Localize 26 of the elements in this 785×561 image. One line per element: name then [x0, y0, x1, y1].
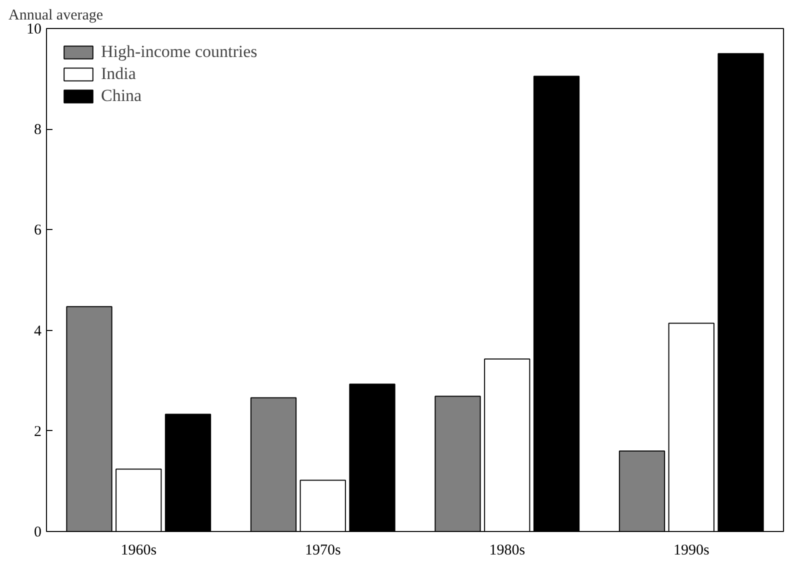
bar [618, 450, 666, 532]
x-tick-label: 1960s [120, 542, 157, 558]
y-tick-label: 0 [34, 524, 42, 540]
y-tick-label: 10 [26, 22, 42, 38]
bar [250, 397, 297, 532]
bar [164, 414, 212, 532]
bar [718, 53, 764, 532]
bar [533, 76, 580, 532]
bar [349, 384, 396, 532]
bar [434, 396, 481, 532]
y-tick-label: 4 [34, 323, 42, 340]
bar [116, 468, 162, 532]
bar [300, 480, 346, 532]
bar [66, 306, 112, 532]
legend-label: China [101, 86, 142, 106]
y-tick-label: 8 [34, 122, 42, 138]
x-tick-label: 1970s [304, 542, 341, 558]
y-tick-label: 2 [34, 424, 42, 440]
bar [484, 358, 530, 532]
y-axis-title: Annual average [8, 8, 104, 24]
x-tick-label: 1980s [489, 542, 526, 558]
legend-label: High-income countries [101, 42, 258, 62]
bar [668, 322, 714, 532]
legend-label: India [101, 64, 136, 84]
y-tick-label: 6 [34, 222, 42, 239]
x-tick-label: 1990s [673, 542, 710, 558]
